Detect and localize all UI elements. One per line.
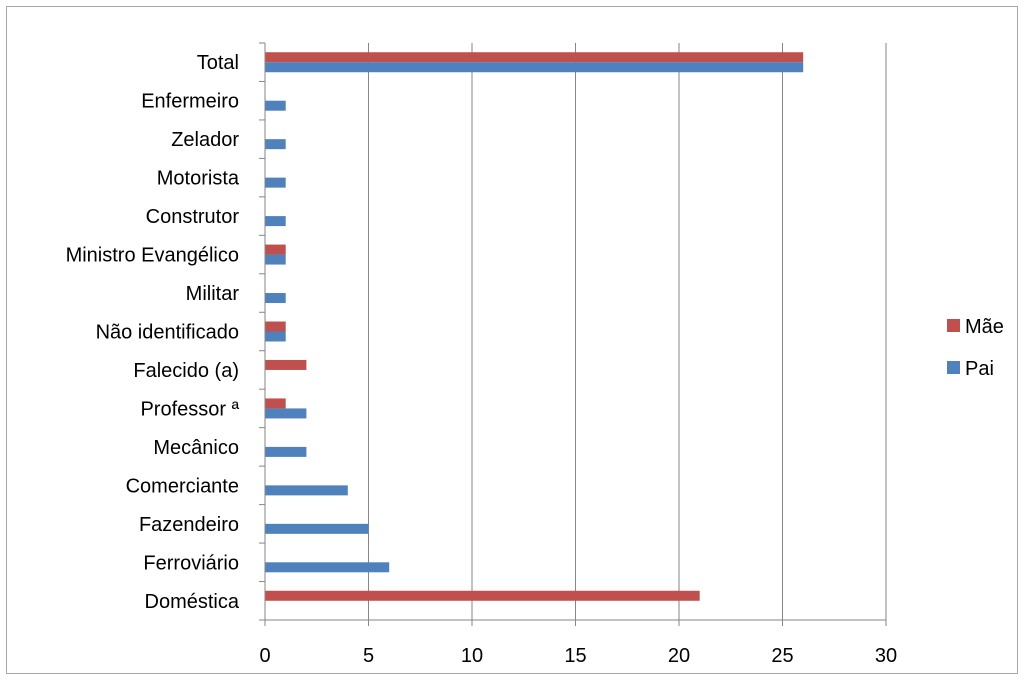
category-label-mecanico: Mecânico — [153, 437, 239, 459]
category-label-professor: Professor ª — [140, 398, 239, 420]
tick-labels: 0 5 10 15 20 25 30 — [259, 645, 897, 667]
category-label-falecido-a: Falecido (a) — [133, 360, 239, 382]
category-label-ministro-evangelico: Ministro Evangélico — [66, 245, 239, 267]
legend-label-mae: Mãe — [965, 316, 1004, 338]
bar-pai-motorista — [265, 177, 286, 188]
x-tick-label-25: 25 — [771, 645, 793, 667]
legend-swatch-pai — [947, 361, 960, 374]
bar-pai-enfermeiro — [265, 100, 286, 111]
legend-label-pai: Pai — [965, 358, 994, 380]
category-label-ferroviario: Ferroviário — [143, 552, 239, 574]
x-tick-label-30: 30 — [875, 645, 897, 667]
category-label-zelador: Zelador — [171, 129, 239, 151]
bar-pai-comerciante — [265, 485, 348, 496]
category-label-comerciante: Comerciante — [126, 475, 239, 497]
bar-mae-falecido-a — [265, 359, 307, 370]
axes — [259, 42, 887, 626]
bar-mae-ministro-evangelico — [265, 244, 286, 255]
bar-mae-total — [265, 52, 804, 63]
bar-pai-total — [265, 62, 804, 73]
category-label-nao-identificado: Não identificado — [96, 322, 239, 344]
category-label-domestica: Doméstica — [145, 591, 240, 613]
category-label-total: Total — [197, 52, 239, 74]
category-label-construtor: Construtor — [146, 206, 240, 228]
bar-pai-professor — [265, 408, 307, 419]
bar-pai-construtor — [265, 216, 286, 227]
bar-pai-militar — [265, 293, 286, 304]
x-tick-label-10: 10 — [461, 645, 483, 667]
bar-mae-professor — [265, 398, 286, 409]
bar-pai-ferroviario — [265, 562, 390, 573]
gridlines — [368, 43, 887, 620]
bar-pai-ministro-evangelico — [265, 254, 286, 265]
category-label-motorista: Motorista — [157, 168, 240, 190]
bar-pai-fazendeiro — [265, 523, 369, 534]
chart-frame — [6, 6, 1018, 674]
legend: Mãe Pai — [947, 316, 1004, 380]
bar-mae-domestica — [265, 590, 700, 601]
x-tick-label-5: 5 — [363, 645, 374, 667]
bar-mae-nao-identificado — [265, 321, 286, 332]
x-tick-label-0: 0 — [259, 645, 270, 667]
bar-pai-mecanico — [265, 446, 307, 457]
category-label-militar: Militar — [186, 283, 240, 305]
bars — [265, 52, 804, 601]
bar-pai-nao-identificado — [265, 331, 286, 342]
x-tick-label-15: 15 — [564, 645, 586, 667]
x-tick-label-20: 20 — [668, 645, 690, 667]
legend-swatch-mae — [947, 319, 960, 332]
category-labels: Doméstica Ferroviário Fazendeiro Comerciant… — [66, 52, 240, 613]
bar-pai-zelador — [265, 139, 286, 150]
category-label-enfermeiro: Enfermeiro — [141, 91, 239, 113]
category-label-fazendeiro: Fazendeiro — [139, 514, 239, 536]
